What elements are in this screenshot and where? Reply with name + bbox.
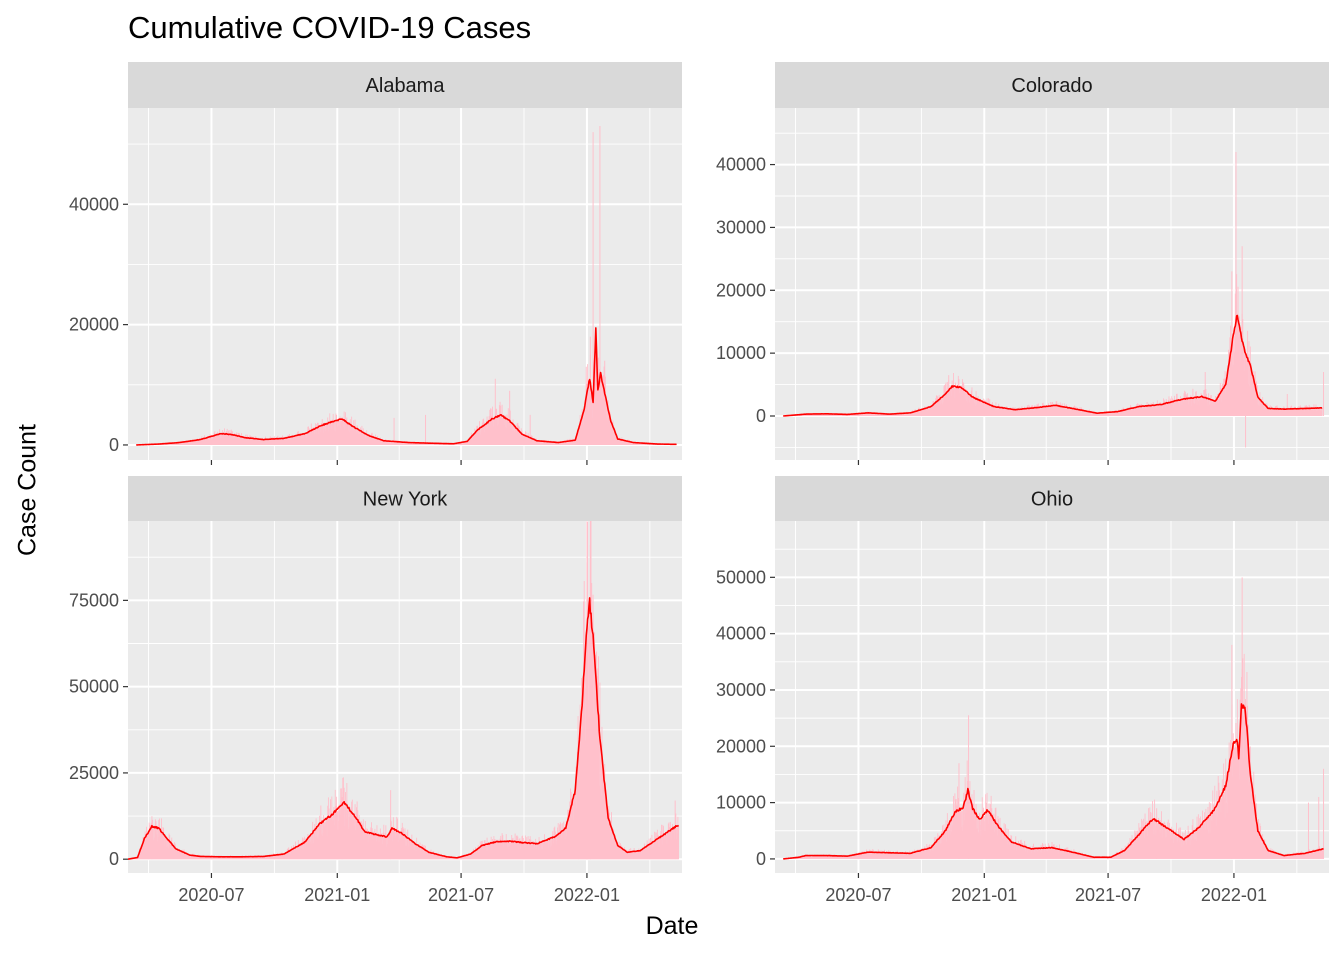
y-tick-label: 40000 — [716, 155, 766, 175]
average-line-group — [136, 327, 677, 446]
panel-ohio: Ohio 0 10000 20000 30000 40000 50000 2020-07 202… — [716, 476, 1329, 905]
y-tick-label: 75000 — [69, 590, 119, 610]
y-tick-label: 10000 — [716, 343, 766, 363]
x-tick-label: 2021-07 — [1075, 885, 1141, 905]
y-tick-label: 30000 — [716, 217, 766, 237]
average-line — [128, 597, 680, 860]
y-tick-label: 0 — [109, 849, 119, 869]
average-line-group — [128, 597, 680, 860]
y-tick-label: 20000 — [716, 736, 766, 756]
y-tick-label: 40000 — [716, 624, 766, 644]
chart-title: Cumulative COVID-19 Cases — [128, 10, 532, 45]
daily-bars — [783, 577, 1325, 859]
x-tick-label: 2021-01 — [951, 885, 1017, 905]
facet-strip — [775, 476, 1329, 521]
facet-label: New York — [363, 489, 448, 511]
facet-strip — [128, 62, 682, 108]
panel-new-york: New York 0 25000 50000 75000 2020-07 2021-01 20… — [69, 476, 682, 905]
x-tick-label: 2021-01 — [304, 885, 370, 905]
panel-colorado: Colorado 0 10000 20000 30000 40000 — [716, 62, 1329, 465]
y-tick-label: 40000 — [69, 194, 119, 214]
x-tick-label: 2022-01 — [1201, 885, 1267, 905]
y-tick-label: 25000 — [69, 763, 119, 783]
x-tick-label: 2022-01 — [554, 885, 620, 905]
y-tick-label: 30000 — [716, 680, 766, 700]
average-line-group — [783, 703, 1324, 860]
y-tick-label: 0 — [756, 406, 766, 426]
panel-alabama: Alabama 0 20000 40000 — [69, 62, 682, 465]
y-tick-label: 50000 — [716, 567, 766, 587]
x-axis-label: Date — [645, 912, 699, 940]
y-tick-label: 20000 — [69, 315, 119, 335]
average-line-group — [783, 314, 1323, 417]
y-tick-label: 10000 — [716, 793, 766, 813]
x-tick-label: 2021-07 — [428, 885, 494, 905]
y-tick-label: 50000 — [69, 677, 119, 697]
x-tick-label: 2020-07 — [178, 885, 244, 905]
y-tick-label: 0 — [756, 849, 766, 869]
average-line — [783, 314, 1323, 417]
facet-label: Alabama — [366, 75, 446, 97]
facet-strip — [775, 62, 1329, 108]
facet-label: Colorado — [1011, 75, 1092, 97]
x-tick-label: 2020-07 — [825, 885, 891, 905]
y-tick-label: 0 — [109, 435, 119, 455]
average-line — [136, 327, 677, 446]
facet-label: Ohio — [1031, 489, 1073, 511]
average-line — [783, 703, 1324, 860]
y-tick-label: 20000 — [716, 280, 766, 300]
facet-strip — [128, 476, 682, 521]
